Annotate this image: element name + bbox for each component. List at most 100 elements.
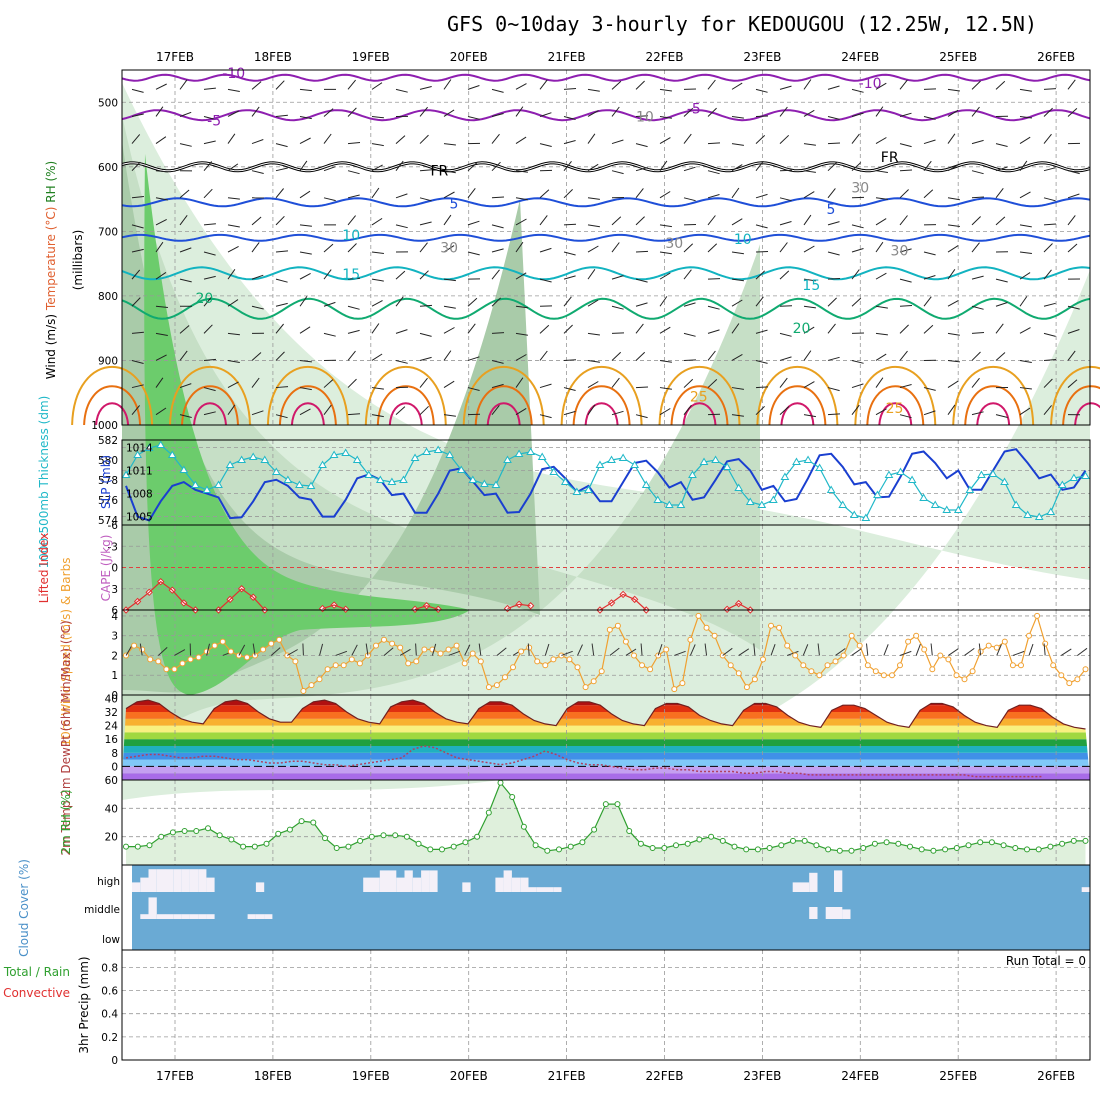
wind-barb	[875, 170, 888, 173]
wind-speed-point	[356, 660, 363, 667]
thickness-point	[722, 462, 732, 470]
wind-barb	[299, 359, 312, 363]
rh-point	[169, 829, 176, 836]
wind-barb	[563, 410, 576, 416]
wind-10m-barb	[399, 648, 411, 656]
wind-barb	[203, 188, 213, 199]
rh-point	[497, 779, 504, 786]
temp-tick: 32	[105, 707, 118, 719]
wind-barb	[419, 270, 429, 280]
rh-point	[977, 839, 984, 846]
wind-barb	[371, 82, 383, 90]
wind-speed-point	[558, 652, 565, 659]
wind-barb	[131, 359, 144, 364]
wind-speed-point	[292, 658, 299, 665]
wind-barb	[563, 296, 572, 307]
wind-barb	[1067, 305, 1080, 310]
wind-barb	[347, 277, 361, 280]
wind-barb	[851, 404, 860, 415]
high-cloud-bar	[553, 887, 562, 892]
thickness-point	[745, 497, 755, 505]
wind-barb	[1067, 170, 1080, 175]
thickness-point	[456, 465, 466, 473]
isotherm-35-arc	[976, 402, 1011, 426]
wind-barb	[755, 296, 764, 307]
wind-speed-point	[606, 626, 613, 633]
pressure-axis-label-text: (millibars)	[71, 230, 85, 291]
wind-barb	[683, 332, 696, 337]
wind-barb	[635, 216, 645, 226]
high-cloud-bar	[809, 872, 818, 892]
rh-point	[778, 842, 785, 849]
wind-barb	[155, 241, 164, 253]
wind-barb	[1043, 302, 1056, 307]
wind-barb	[731, 164, 743, 172]
cloud-background	[132, 865, 1090, 950]
thickness-point	[341, 448, 351, 456]
wind-barb	[131, 113, 144, 117]
rh-point	[708, 833, 715, 840]
wind-barb	[539, 112, 552, 117]
wind-barb	[203, 223, 216, 226]
wind-barb	[971, 305, 984, 310]
wind-speed-point	[502, 674, 508, 681]
rh-point	[1082, 837, 1089, 844]
wind-barb	[1043, 88, 1057, 90]
wind-10m-barb	[415, 643, 417, 656]
thickness-point	[688, 470, 697, 478]
rh-point	[836, 847, 843, 854]
wind-barb	[323, 301, 336, 307]
high-cloud-bar	[503, 870, 512, 892]
rh-point	[333, 845, 340, 851]
wind-barb	[563, 275, 576, 280]
wind-barb	[1019, 136, 1031, 145]
isotherm-35-arc	[193, 402, 227, 426]
wind-barb	[707, 350, 716, 361]
axis-label-part: RH (%)	[44, 161, 58, 203]
lifted-index-tick: 0	[111, 563, 118, 575]
isotherm-freezing-inner	[121, 162, 1091, 172]
wind-barb	[635, 80, 645, 90]
pressure-axis-label: (millibars)	[71, 230, 85, 291]
rh-2m-panel: 20 40 60 2m RH (%)	[59, 775, 1091, 866]
wind-barb	[419, 169, 433, 172]
wind-barb	[563, 160, 572, 172]
wind-barb	[371, 387, 384, 390]
thickness-point	[526, 447, 535, 455]
wind-10m-barb	[1012, 650, 1025, 656]
isotherm-25-arc	[560, 365, 643, 426]
wind-barb	[515, 241, 524, 253]
wind-speed-point	[945, 656, 952, 663]
wind-barb	[1043, 107, 1053, 117]
wind-10m-barb	[478, 643, 482, 656]
wind-speed-point	[929, 666, 936, 673]
slp-axis-label-text: SLP (mb)	[99, 455, 113, 509]
wind-barb	[155, 170, 168, 173]
wind-barb	[635, 278, 648, 283]
high-cloud-bar	[379, 870, 389, 892]
wind-10m-barb	[577, 644, 583, 656]
contour-label: 30	[665, 236, 683, 252]
wind-barb	[731, 414, 744, 417]
isotherm-25-arc	[364, 365, 447, 426]
wind-10m-barb	[1028, 643, 1034, 656]
wind-barb	[275, 351, 285, 361]
high-cloud-bar	[834, 870, 843, 892]
wind-speed-point	[308, 682, 315, 689]
thickness-point	[896, 467, 905, 475]
rh-axis-label: 2m RH (%)	[59, 789, 73, 854]
isotherm-30-arc	[1062, 385, 1100, 426]
wind-speed-point	[590, 678, 597, 685]
wind-barb	[515, 305, 528, 309]
thickness-point	[919, 493, 929, 501]
precip-tick: 0	[111, 1055, 118, 1067]
middle-cloud-bar	[206, 914, 215, 919]
thickness-point	[410, 453, 420, 461]
wind-barb	[611, 377, 620, 388]
wind-10m-barb	[753, 643, 756, 656]
wind-tick: 0	[111, 690, 118, 702]
wind-barb	[131, 196, 144, 199]
wind-barb	[491, 269, 500, 280]
rh-point	[403, 833, 410, 840]
slp-tick: 1005	[126, 512, 153, 524]
